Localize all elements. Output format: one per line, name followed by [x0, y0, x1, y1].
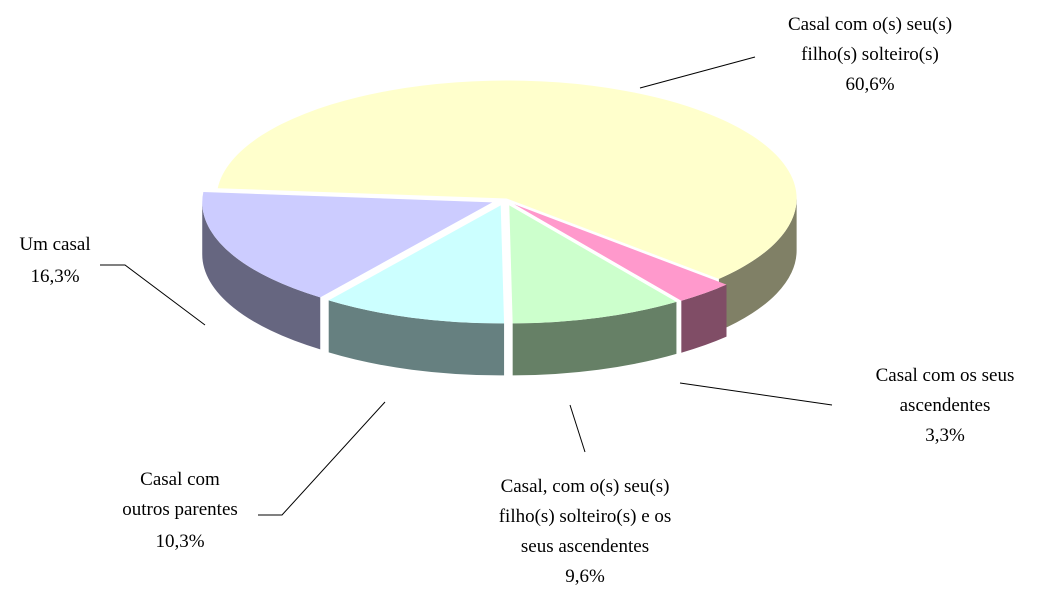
category-label: Casal, com o(s) seu(s) filho(s) solteiro(… [499, 476, 672, 557]
value-label: 16,3% [30, 266, 79, 287]
slice-side [202, 202, 321, 350]
slice [328, 205, 505, 324]
leader-line [100, 264, 206, 326]
leader-line [639, 56, 756, 89]
slice [202, 192, 493, 298]
slice [217, 80, 797, 279]
value-label: 60,6% [845, 74, 894, 95]
value-label: 9,6% [565, 566, 605, 587]
value-label: 3,3% [925, 425, 965, 446]
slice-side [718, 198, 797, 331]
slice-side [681, 284, 727, 353]
slice [514, 204, 727, 301]
leader-line [258, 401, 386, 516]
value-label: 10,3% [155, 531, 204, 552]
category-label: Casal com os seus ascendentes [876, 365, 1015, 416]
slice [509, 205, 677, 324]
category-label: Casal com o(s) seu(s) filho(s) solteiro(s… [788, 14, 952, 65]
slice-side [512, 301, 677, 376]
leader-line [679, 382, 833, 406]
leader-line [569, 404, 586, 453]
category-label: Casal com outros parentes [122, 469, 238, 520]
category-label: Um casal [19, 234, 90, 255]
slice-side [328, 300, 505, 376]
